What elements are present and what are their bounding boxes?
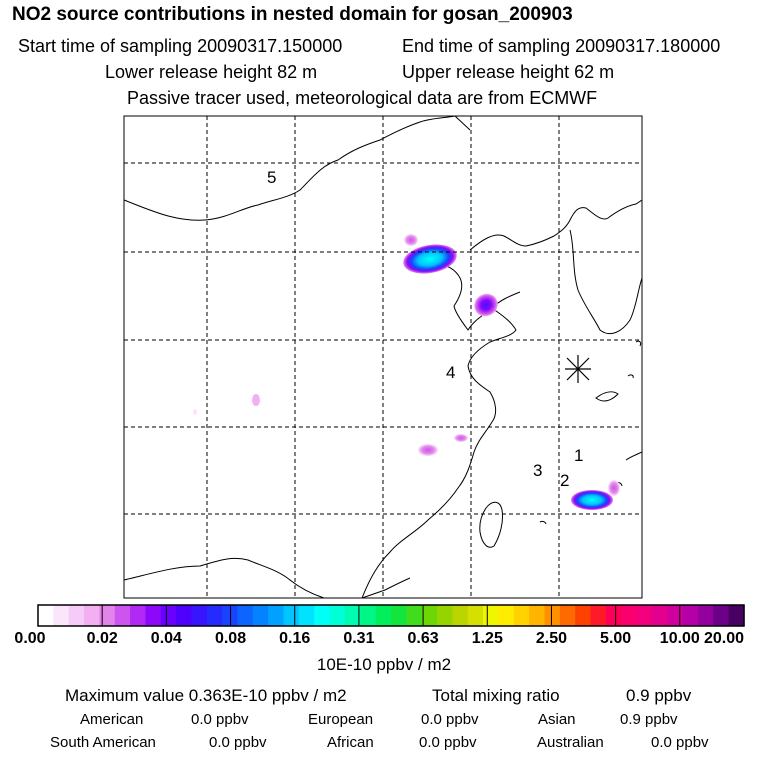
colorbar-swatch: [667, 605, 684, 626]
colorbar-tick-label: 10.00: [659, 630, 700, 647]
colorbar-swatch: [713, 605, 730, 626]
colorbar-frame: [37, 604, 745, 627]
colorbar-swatch: [682, 605, 699, 626]
colorbar-tick-label: 0.63: [407, 630, 439, 647]
region-label-5: 5: [267, 168, 276, 187]
colorbar-swatch: [467, 605, 484, 626]
colorbar-tick-label: 0.02: [86, 630, 118, 647]
colorbar: [38, 605, 745, 626]
region-value-european: 0.0 ppbv: [421, 711, 479, 728]
region-name-asian: Asian: [538, 711, 576, 728]
colorbar-tick-label: 0.00: [14, 630, 46, 647]
colorbar-swatch: [636, 605, 653, 626]
colorbar-tick-label: 0.04: [150, 630, 182, 647]
page-title: NO2 source contributions in nested domai…: [12, 4, 573, 25]
colorbar-swatch: [344, 605, 361, 626]
colorbar-swatch: [160, 605, 177, 626]
colorbar-tick-label: 0.16: [279, 630, 311, 647]
colorbar-swatch: [298, 605, 315, 626]
colorbar-swatch: [437, 605, 453, 626]
colorbar-swatch: [84, 605, 100, 626]
colorbar-tick-label: 5.00: [600, 630, 632, 647]
colorbar-swatch: [145, 605, 162, 626]
colorbar-swatch: [697, 605, 714, 626]
region-label-2: 2: [560, 471, 569, 490]
colorbar-tick-label: 0.31: [343, 630, 375, 647]
colorbar-swatch: [283, 605, 300, 626]
colorbar-swatch: [130, 605, 147, 626]
start-time: Start time of sampling 20090317.150000: [18, 36, 343, 56]
region-value-african: 0.0 ppbv: [419, 734, 477, 751]
max-value: Maximum value 0.363E-10 ppbv / m2: [65, 686, 347, 705]
hotspot-shandong: [474, 293, 498, 317]
region-name-european: European: [308, 711, 374, 728]
colorbar-swatch: [191, 605, 208, 626]
map-frame: [123, 115, 643, 599]
colorbar-swatch: [99, 605, 116, 626]
region-value-american: 0.0 ppbv: [191, 711, 249, 728]
colorbar-swatch: [252, 605, 269, 626]
colorbar-swatch: [53, 605, 70, 626]
colorbar-swatch: [559, 605, 576, 626]
total-mixing-ratio-label: Total mixing ratio: [432, 686, 560, 705]
colorbar-tick-label: 20.00: [703, 630, 745, 647]
colorbar-unit: 10E-10 ppbv / m2: [316, 655, 452, 674]
colorbar-swatch: [544, 605, 561, 626]
colorbar-swatch: [590, 605, 607, 626]
colorbar-swatch: [68, 605, 85, 626]
colorbar-swatch: [176, 605, 193, 626]
grid-lines: [124, 116, 642, 598]
region-name-australian: Australian: [537, 734, 604, 751]
region-value-south-american: 0.0 ppbv: [209, 734, 267, 751]
colorbar-swatch: [575, 605, 592, 626]
colorbar-swatch: [483, 605, 500, 626]
colorbar-swatch: [329, 605, 346, 626]
colorbar-swatch: [314, 605, 331, 626]
colorbar-swatch: [391, 605, 407, 626]
colorbar-swatch: [421, 605, 438, 626]
colorbar-swatch: [268, 605, 285, 626]
region-label-4: 4: [446, 363, 455, 382]
colorbar-swatch: [360, 605, 377, 626]
region-name-african: African: [327, 734, 374, 751]
colorbar-swatch: [651, 605, 668, 626]
star-icon: [565, 355, 591, 383]
region-label-1: 1: [574, 446, 583, 465]
total-mixing-ratio-value: 0.9 ppbv: [626, 686, 692, 705]
colorbar-swatch: [498, 605, 515, 626]
colorbar-swatch: [206, 605, 223, 626]
colorbar-swatch: [529, 605, 546, 626]
tracer-note: Passive tracer used, meteorological data…: [127, 88, 598, 108]
region-value-asian: 0.9 ppbv: [620, 711, 678, 728]
colorbar-swatch: [605, 605, 622, 626]
colorbar-swatch: [114, 605, 131, 626]
colorbar-swatch: [38, 605, 54, 626]
colorbar-swatch: [728, 605, 745, 626]
region-name-american: American: [80, 711, 144, 728]
end-time: End time of sampling 20090317.180000: [402, 36, 721, 56]
colorbar-tick-label: 0.08: [214, 630, 247, 647]
hotspot-east-taiwan: [571, 480, 620, 510]
colorbar-swatch: [513, 605, 530, 626]
hotspot-minor: [193, 394, 468, 456]
colorbar-swatch: [237, 605, 254, 626]
region-label-3: 3: [533, 461, 542, 480]
colorbar-swatch: [452, 605, 469, 626]
region-name-south-american: South American: [50, 734, 156, 751]
colorbar-swatch: [621, 605, 638, 626]
colorbar-tick-label: 2.50: [535, 630, 568, 647]
lower-release-height: Lower release height 82 m: [105, 62, 318, 82]
upper-release-height: Upper release height 62 m: [402, 62, 615, 82]
colorbar-swatch: [375, 605, 392, 626]
colorbar-swatch: [406, 605, 423, 626]
hotspot-north: [403, 234, 457, 274]
region-value-australian: 0.0 ppbv: [651, 734, 709, 751]
colorbar-tick-label: 1.25: [471, 630, 503, 647]
